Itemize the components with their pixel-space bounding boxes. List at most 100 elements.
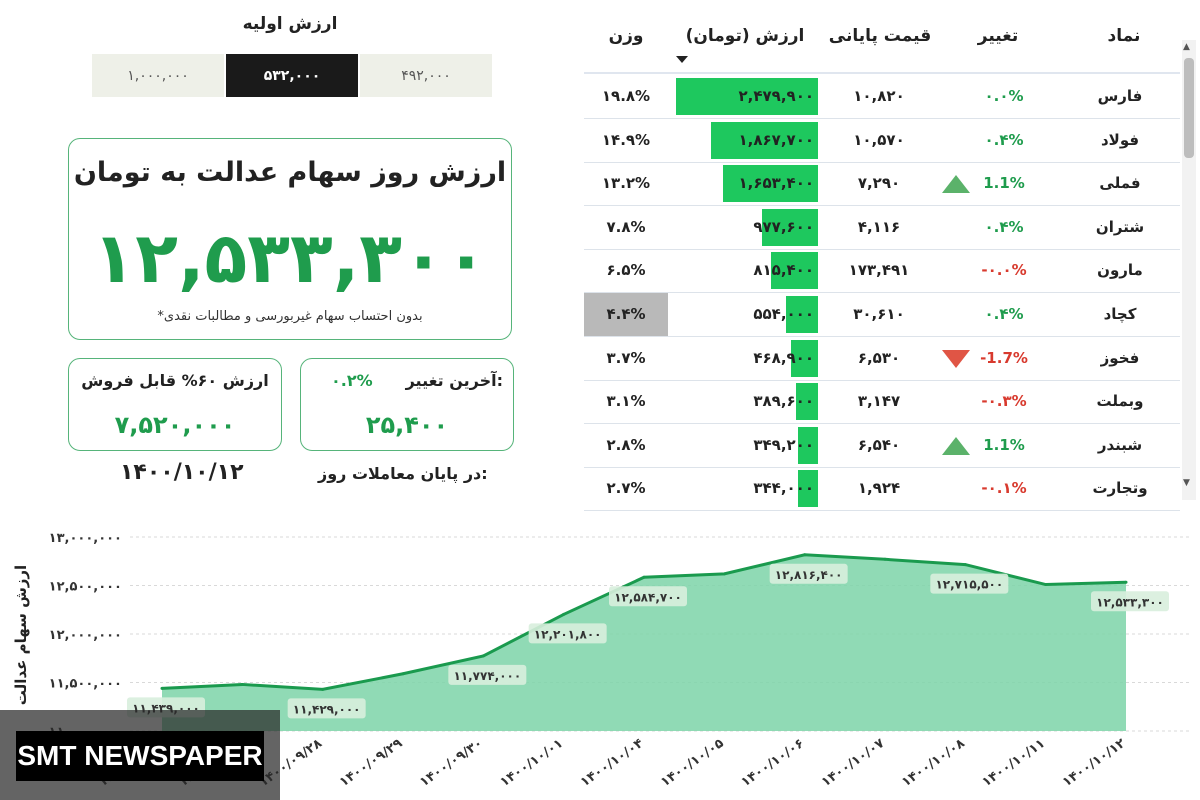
header-weight[interactable]: وزن [608,26,644,46]
row-symbol[interactable]: شبندر [1097,435,1143,454]
data-label: ۱۱,۷۷۴,۰۰۰ [453,669,521,683]
data-label: ۱۲,۸۱۶,۴۰۰ [775,568,843,582]
row-change: -1.7% [980,348,1028,367]
scroll-down-icon[interactable]: ▼ [1183,478,1190,488]
initial-option-2[interactable]: ۵۳۲,۰۰۰ [226,54,358,97]
row-value: ۱,۶۵۳,۴۰۰ [738,174,814,193]
y-tick-label: ۱۲,۰۰۰,۰۰۰ [49,628,122,643]
row-symbol[interactable]: وتجارت [1092,479,1148,498]
data-label: ۱۱,۴۲۹,۰۰۰ [293,702,361,716]
row-value-bar [771,252,818,290]
summary-card: ارزش روز سهام عدالت به تومان ۱۲,۵۳۳,۳۰۰ … [68,138,512,340]
table-row[interactable]: کچاد ۰.۴% ۳۰,۶۱۰ ۵۵۴,۰۰۰ ۴.۴% [584,293,1180,337]
table-row[interactable]: فخوز -1.7% ۶,۵۳۰ ۴۶۸,۹۰۰ ۳.۷% [584,337,1180,381]
table-row[interactable]: مارون -۰.۰% ۱۷۳,۴۹۱ ۸۱۵,۴۰۰ ۶.۵% [584,249,1180,294]
row-value: ۵۵۴,۰۰۰ [753,305,814,323]
row-price: ۱۰,۸۲۰ [853,87,905,105]
data-point [481,654,485,658]
data-point [803,553,807,557]
row-value: ۳۴۴,۰۰۰ [753,479,814,498]
row-symbol[interactable]: وبملت [1096,392,1144,411]
table-row[interactable]: شبندر 1.1% ۶,۵۴۰ ۳۴۹,۲۰۰ ۲.۸% [584,424,1180,468]
table-row[interactable]: فملی 1.1% ۷,۲۹۰ ۱,۶۵۳,۴۰۰ ۱۳.۲% [584,162,1180,207]
data-point [1124,580,1128,584]
day-end-date: ۱۴۰۰/۱۰/۱۲ [120,460,244,485]
x-tick-label: ۱۴۰۰/۱۰/۰۵ [658,736,726,790]
row-value: ۳۴۹,۲۰۰ [753,435,814,454]
row-value: ۱,۸۶۷,۷۰۰ [738,130,814,149]
row-price: ۶,۵۴۰ [857,435,901,454]
row-change: ۰.۴% [984,130,1024,149]
row-price: ۳۰,۶۱۰ [853,305,905,323]
x-tick-label: ۱۴۰۰/۱۰/۱۲ [1060,736,1128,790]
data-label-bg [609,586,687,607]
initial-option-1[interactable]: ۱,۰۰۰,۰۰۰ [92,54,224,97]
initial-option-3[interactable]: ۴۹۲,۰۰۰ [360,54,492,97]
row-value-bar [723,165,818,203]
data-label: ۱۲,۲۰۱,۸۰۰ [534,627,602,641]
header-value[interactable]: ارزش (تومان) [685,26,805,46]
table-row[interactable]: شتران ۰.۴% ۴,۱۱۶ ۹۷۷,۶۰۰ ۷.۸% [584,206,1180,250]
data-point [401,672,405,676]
row-weight: ۶.۵% [606,261,646,280]
table-row[interactable]: وبملت -۰.۳% ۳,۱۴۷ ۳۸۹,۶۰۰ ۳.۱% [584,380,1180,425]
row-symbol[interactable]: شتران [1095,217,1145,236]
chart-ylabel: ارزش سهام عدالت [12,564,30,706]
row-change: -۰.۱% [981,479,1027,498]
row-weight: ۷.۸% [606,217,646,236]
row-price: ۷,۲۹۰ [857,174,901,193]
row-symbol[interactable]: فملی [1099,174,1141,193]
row-value-bar [791,339,818,377]
row-symbol[interactable]: کچاد [1103,305,1137,323]
row-price: ۶,۵۳۰ [857,348,901,367]
x-tick-label: ۱۴۰۰/۱۰/۱۱ [980,736,1048,790]
last-change-value: ۲۵,۴۰۰ [365,411,449,439]
data-label: ۱۲,۵۸۴,۷۰۰ [614,590,682,604]
data-label-bg [448,664,527,685]
table-row[interactable]: فولاد ۰.۴% ۱۰,۵۷۰ ۱,۸۶۷,۷۰۰ ۱۴.۹% [584,119,1180,163]
last-change-card: آخرین تغییر: ۰.۲% ۲۵,۴۰۰ [300,358,514,451]
row-symbol[interactable]: مارون [1097,261,1143,280]
row-value-bar [786,296,818,333]
table-row[interactable]: فارس ۰.۰% ۱۰,۸۲۰ ۲,۴۷۹,۹۰۰ ۱۹.۸% [584,75,1180,119]
row-symbol[interactable]: فخوز [1100,348,1140,367]
row-price: ۱۰,۵۷۰ [853,130,905,149]
summary-title: ارزش روز سهام عدالت به تومان [73,157,507,188]
day-end-label: در پایان معاملات روز: [318,464,488,483]
scrollbar-thumb[interactable] [1184,58,1194,158]
data-label: ۱۲,۷۱۵,۵۰۰ [935,578,1003,592]
data-label-bg [769,563,848,584]
row-weight: ۳.۷% [606,348,646,367]
row-weight: ۴.۴% [584,293,668,336]
row-symbol[interactable]: فارس [1097,87,1143,105]
triangle-up-icon [942,436,970,455]
row-value-bar [676,78,818,115]
header-symbol[interactable]: نماد [1107,26,1141,46]
row-weight: ۱۳.۲% [601,174,651,193]
sort-down-icon[interactable] [676,56,688,63]
row-price: ۱,۹۲۴ [857,479,901,498]
row-change: ۰.۴% [984,217,1024,236]
value-history-chart: ۱۱,۰۰۰,۰۰۰۱۱,۵۰۰,۰۰۰۱۲,۰۰۰,۰۰۰۱۲,۵۰۰,۰۰۰… [49,531,1190,790]
x-tick-label: ۱۴۰۰/۱۰/۰۱ [498,736,566,790]
row-weight: ۳.۱% [606,392,646,411]
row-value-bar [711,121,818,159]
triangle-down-icon [942,349,970,368]
row-price: ۱۷۳,۴۹۱ [848,261,910,280]
row-change: 1.1% [983,435,1025,454]
data-point [963,563,967,567]
row-value: ۲,۴۷۹,۹۰۰ [738,87,814,105]
row-symbol[interactable]: فولاد [1100,130,1140,149]
data-label-bg [930,573,1009,594]
row-change: ۰.۰% [984,87,1024,105]
header-price[interactable]: قیمت پایانی [828,26,932,46]
table-row[interactable]: وتجارت -۰.۱% ۱,۹۲۴ ۳۴۴,۰۰۰ ۲.۷% [584,467,1180,512]
row-weight: ۱۹.۸% [601,87,651,105]
row-value: ۴۶۸,۹۰۰ [753,348,814,367]
data-label-bg [287,698,366,719]
header-change[interactable]: تغییر [977,26,1019,46]
x-tick-label: ۱۴۰۰/۱۰/۰۶ [739,736,807,790]
scroll-up-icon[interactable]: ▲ [1183,42,1190,52]
x-tick-label: ۱۴۰۰/۱۰/۰۴ [578,736,646,790]
data-label: ۱۲,۵۳۳,۳۰۰ [1096,595,1164,609]
